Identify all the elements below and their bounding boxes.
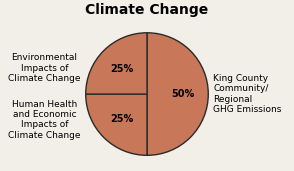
Wedge shape bbox=[86, 94, 147, 155]
Text: 50%: 50% bbox=[171, 89, 194, 99]
Text: King County
Community/
Regional
GHG Emissions: King County Community/ Regional GHG Emis… bbox=[213, 74, 282, 114]
Wedge shape bbox=[147, 33, 208, 155]
Wedge shape bbox=[86, 33, 147, 94]
Text: Environmental
Impacts of
Climate Change: Environmental Impacts of Climate Change bbox=[8, 53, 81, 83]
Text: Human Health
and Economic
Impacts of
Climate Change: Human Health and Economic Impacts of Cli… bbox=[8, 100, 81, 140]
Text: 25%: 25% bbox=[110, 64, 133, 74]
Title: Climate Change: Climate Change bbox=[85, 3, 209, 17]
Text: 25%: 25% bbox=[110, 114, 133, 124]
